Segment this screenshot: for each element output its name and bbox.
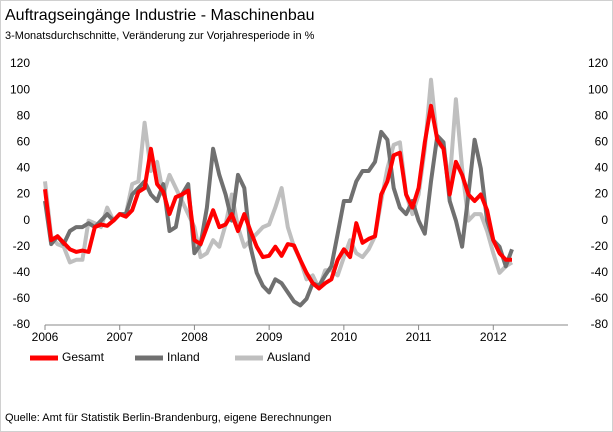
x-tick-label: 2006 [32, 330, 59, 344]
y-tick-label: 20 [17, 187, 31, 201]
series-line [43, 103, 512, 291]
y-tick-label: -20 [13, 239, 31, 253]
legend-label: Ausland [267, 350, 310, 364]
x-tick-label: 2009 [256, 330, 283, 344]
y2-tick-label: 120 [588, 56, 608, 70]
y2-tick-label: 100 [588, 82, 608, 96]
y-tick-label: 60 [17, 134, 31, 148]
y-tick-label: 120 [10, 56, 30, 70]
y-tick-label: -80 [13, 317, 31, 331]
y-tick-label: 0 [23, 213, 30, 227]
x-tick-label: 2011 [406, 330, 432, 344]
y2-tick-label: 40 [595, 161, 609, 175]
y-tick-label: 40 [17, 161, 31, 175]
y2-tick-label: -60 [591, 291, 609, 305]
y-tick-label: -60 [13, 291, 31, 305]
y2-tick-label: 0 [601, 213, 608, 227]
y2-tick-label: 80 [595, 108, 609, 122]
legend-label: Gesamt [62, 350, 105, 364]
y2-tick-label: -40 [591, 265, 609, 279]
y2-tick-label: -20 [591, 239, 609, 253]
source-note: Quelle: Amt für Statistik Berlin-Branden… [5, 412, 332, 424]
x-tick-label: 2010 [331, 330, 358, 344]
x-tick-label: 2008 [181, 330, 208, 344]
y-tick-label: 80 [17, 108, 31, 122]
y2-tick-label: 20 [595, 187, 609, 201]
x-tick-label: 2007 [106, 330, 133, 344]
y2-tick-label: 60 [595, 134, 609, 148]
legend-label: Inland [167, 350, 200, 364]
chart-subtitle: 3-Monatsdurchschnitte, Veränderung zur V… [5, 30, 315, 42]
y-tick-label: 100 [10, 82, 30, 96]
x-tick-label: 2012 [480, 330, 507, 344]
y2-tick-label: -80 [591, 317, 609, 331]
y-tick-label: -40 [13, 265, 31, 279]
chart-title: Auftragseingänge Industrie - Maschinenba… [5, 7, 315, 24]
